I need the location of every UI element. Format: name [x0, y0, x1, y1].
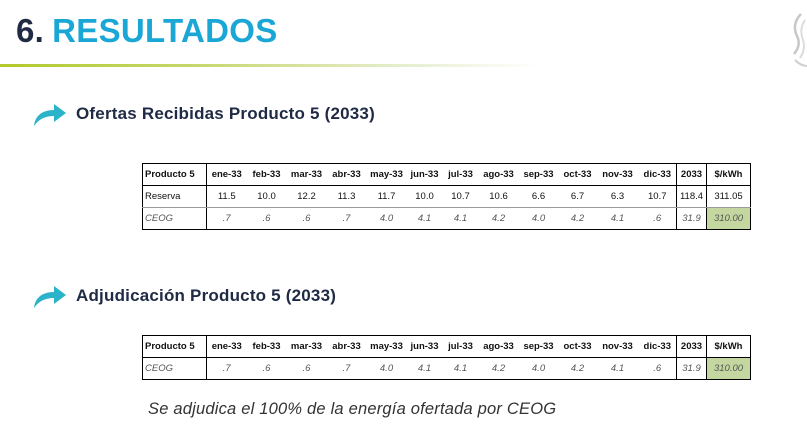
column-header: ene-33	[206, 163, 247, 186]
table-header-row: Producto 5 ene-33 feb-33 mar-33 abr-33 m…	[142, 335, 751, 358]
table-cell: 4.1	[442, 357, 479, 380]
column-header: oct-33	[563, 341, 592, 352]
column-header: sep-33	[523, 169, 554, 180]
table-cell: 10.0	[406, 185, 443, 208]
column-header: jun-33	[410, 341, 439, 352]
table-cell: 4.0	[518, 357, 559, 380]
column-header: ene-33	[206, 335, 247, 358]
table-cell: .6	[246, 207, 287, 230]
column-header: dic-33	[643, 341, 671, 352]
table-header-row: Producto 5 ene-33 feb-33 mar-33 abr-33 m…	[142, 163, 751, 186]
total-cell: 118.4	[676, 185, 707, 208]
table-cell: 4.2	[478, 357, 519, 380]
table-cell: 4.2	[558, 357, 597, 380]
table-cell: 11.3	[326, 185, 367, 208]
price-cell-highlighted: 310.00	[706, 357, 751, 380]
column-header: 2033	[676, 335, 707, 358]
table-cell: 4.0	[366, 207, 407, 230]
row-label: CEOG	[142, 357, 207, 380]
column-header: nov-33	[602, 169, 633, 180]
column-header: feb-33	[252, 169, 281, 180]
adjudication-note: Se adjudica el 100% de la energía oferta…	[148, 400, 557, 418]
column-header: mar-33	[290, 341, 323, 352]
table-cell: 10.7	[442, 185, 479, 208]
section-adjudicacion-header: Adjudicación Producto 5 (2033)	[32, 283, 336, 309]
column-header: may-33	[370, 169, 403, 180]
table-cell: .7	[206, 357, 247, 380]
page-title: 6. RESULTADOS	[16, 12, 278, 50]
table-cell: 4.1	[596, 207, 639, 230]
table-cell: 4.2	[558, 207, 597, 230]
column-header: may-33	[370, 341, 403, 352]
column-header: 2033	[676, 163, 707, 186]
total-cell: 31.9	[676, 207, 707, 230]
column-header: Producto 5	[142, 163, 207, 186]
table-cell: 4.1	[406, 357, 443, 380]
column-header: abr-33	[332, 341, 361, 352]
column-header: $/kWh	[706, 163, 751, 186]
column-header: ago-33	[483, 169, 514, 180]
table-cell: .7	[326, 357, 367, 380]
column-header: jul-33	[448, 169, 473, 180]
column-header: $/kWh	[706, 335, 751, 358]
table-cell: 4.1	[596, 357, 639, 380]
table-cell: 12.2	[286, 185, 327, 208]
ofertas-table: Producto 5 ene-33 feb-33 mar-33 abr-33 m…	[142, 163, 751, 230]
price-cell: 311.05	[706, 185, 751, 208]
table-cell: 6.6	[518, 185, 559, 208]
table-row: Reserva 11.5 10.0 12.2 11.3 11.7 10.0 10…	[142, 185, 751, 208]
table-row: CEOG .7 .6 .6 .7 4.0 4.1 4.1 4.2 4.0 4.2…	[142, 207, 751, 230]
section-adjudicacion-title: Adjudicación Producto 5 (2033)	[76, 286, 337, 305]
table-cell: 4.0	[366, 357, 407, 380]
section-ofertas-title: Ofertas Recibidas Producto 5 (2033)	[76, 104, 375, 123]
row-label: Reserva	[142, 185, 207, 208]
table-cell: .6	[638, 357, 677, 380]
table-cell: 6.3	[596, 185, 639, 208]
column-header: oct-33	[563, 169, 592, 180]
curved-arrow-icon	[34, 286, 66, 308]
column-header: nov-33	[602, 341, 633, 352]
table-cell: 4.1	[442, 207, 479, 230]
column-header: jul-33	[448, 341, 473, 352]
column-header: ago-33	[483, 341, 514, 352]
table-cell: 6.7	[558, 185, 597, 208]
table-cell: .6	[286, 207, 327, 230]
row-label: CEOG	[142, 207, 207, 230]
table-cell: .6	[246, 357, 287, 380]
page-title-text: RESULTADOS	[52, 12, 278, 49]
logo-icon	[793, 13, 807, 67]
table-cell: 4.0	[518, 207, 559, 230]
section-ofertas-header: Ofertas Recibidas Producto 5 (2033)	[32, 101, 375, 127]
column-header: sep-33	[523, 341, 554, 352]
table-cell: .6	[638, 207, 677, 230]
price-cell-highlighted: 310.00	[706, 207, 751, 230]
table-cell: 11.5	[206, 185, 247, 208]
table-cell: .7	[206, 207, 247, 230]
table-cell: .6	[286, 357, 327, 380]
page-title-number: 6.	[16, 12, 45, 49]
curved-arrow-icon	[34, 104, 66, 126]
column-header: jun-33	[410, 169, 439, 180]
table-cell: 10.6	[478, 185, 519, 208]
table-cell: 4.2	[478, 207, 519, 230]
column-header: abr-33	[332, 169, 361, 180]
column-header: Producto 5	[142, 335, 207, 358]
adjudicacion-table: Producto 5 ene-33 feb-33 mar-33 abr-33 m…	[142, 335, 751, 380]
table-row: CEOG .7 .6 .6 .7 4.0 4.1 4.1 4.2 4.0 4.2…	[142, 357, 751, 380]
column-header: dic-33	[643, 169, 671, 180]
table-cell: 4.1	[406, 207, 443, 230]
title-underline	[0, 64, 540, 67]
table-cell: 11.7	[366, 185, 407, 208]
table-cell: .7	[326, 207, 367, 230]
column-header: feb-33	[252, 341, 281, 352]
table-cell: 10.7	[638, 185, 677, 208]
total-cell: 31.9	[676, 357, 707, 380]
column-header: mar-33	[290, 169, 323, 180]
table-cell: 10.0	[246, 185, 287, 208]
